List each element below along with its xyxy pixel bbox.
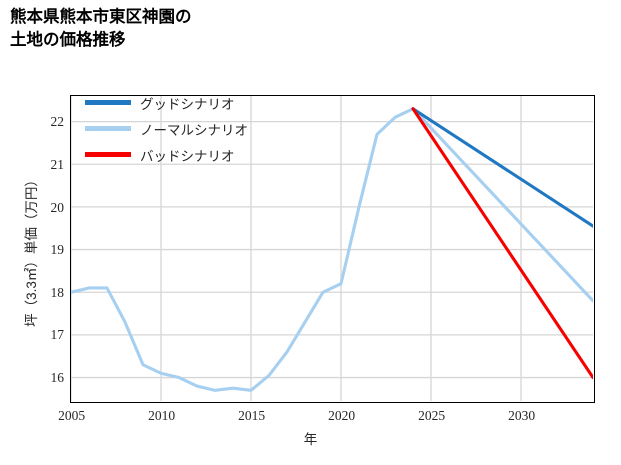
y-tick-label: 18 <box>50 284 65 300</box>
x-axis-ticks: 2005 2010 2015 2020 2025 2030 <box>0 408 621 428</box>
legend-color-swatch <box>85 100 131 105</box>
y-tick-label: 22 <box>50 114 65 130</box>
series-line <box>411 107 593 228</box>
y-tick-label: 21 <box>50 156 65 172</box>
series-line <box>71 107 593 392</box>
series-line <box>411 107 593 380</box>
chart-legend: グッドシナリオ ノーマルシナリオ バッドシナリオ <box>85 92 248 165</box>
legend-label: バッドシナリオ <box>140 148 235 164</box>
y-axis-ticks: 16 17 18 19 20 21 22 <box>8 95 65 403</box>
x-tick-label: 2010 <box>148 408 176 423</box>
legend-label: グッドシナリオ <box>140 96 235 112</box>
x-tick-label: 2020 <box>328 408 356 423</box>
legend-item[interactable]: ノーマルシナリオ <box>85 118 248 139</box>
y-tick-label: 19 <box>50 242 65 258</box>
x-tick-label: 2025 <box>418 408 446 423</box>
y-tick-label: 20 <box>50 199 65 215</box>
x-tick-label: 2005 <box>58 408 86 423</box>
legend-label: ノーマルシナリオ <box>140 122 248 138</box>
y-axis-title: 坪（3.3㎡）単価（万円） <box>24 173 39 327</box>
page-title: 熊本県熊本市東区神園の 土地の価格推移 <box>10 8 192 50</box>
y-tick-label: 17 <box>50 327 65 343</box>
chart-canvas <box>71 96 593 401</box>
x-axis-title: 年 <box>303 432 318 447</box>
legend-item[interactable]: グッドシナリオ <box>85 92 248 113</box>
legend-color-swatch <box>85 126 131 131</box>
legend-item[interactable]: バッドシナリオ <box>85 144 248 165</box>
plot-area <box>70 95 595 403</box>
legend-color-swatch <box>85 152 131 157</box>
x-tick-label: 2030 <box>508 408 536 423</box>
y-tick-label: 16 <box>50 370 65 386</box>
x-tick-label: 2015 <box>238 408 266 423</box>
